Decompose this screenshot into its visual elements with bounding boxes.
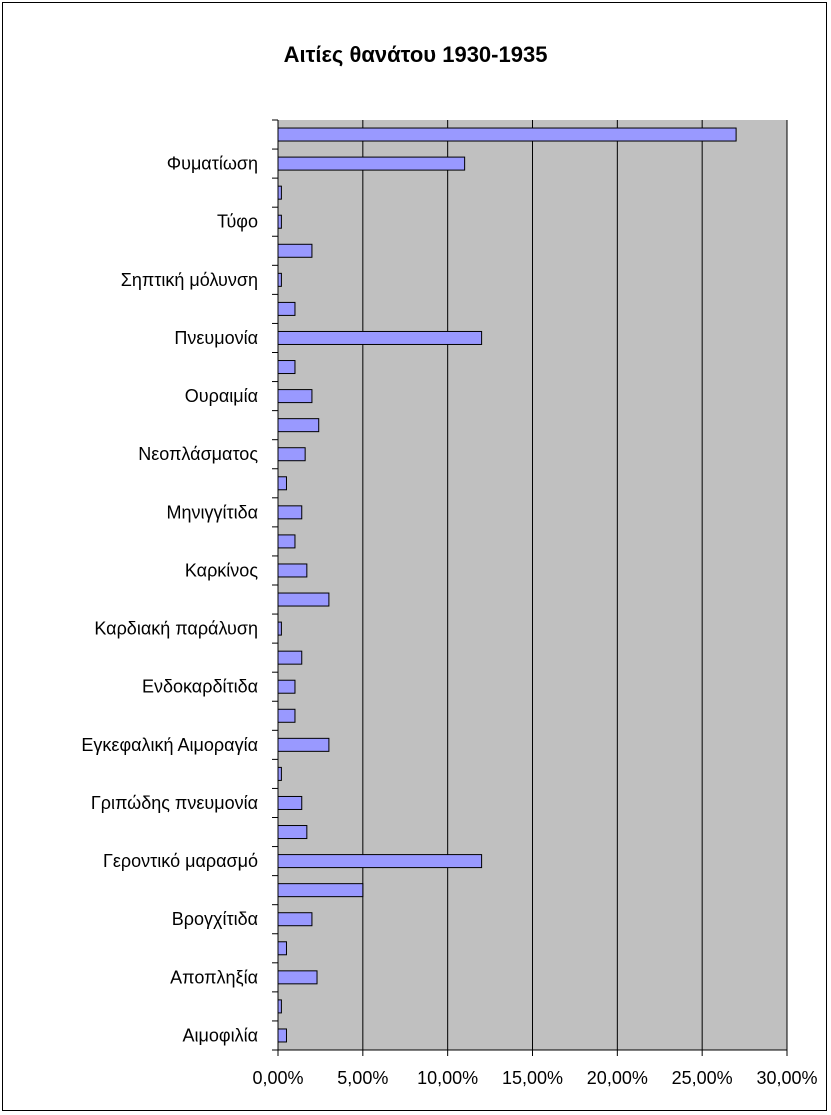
category-label: Γριπώδης πνευμονία: [91, 793, 258, 813]
tick-labels: 0,00% 5,00% 10,00% 15,00% 20,00% 25,00% 30,00%: [252, 1050, 818, 1088]
bars: [277, 127, 737, 1043]
bar: [277, 970, 318, 985]
x-tick-label: 20,00%: [587, 1068, 648, 1088]
bar: [277, 272, 282, 287]
bar: [277, 941, 287, 956]
bar: [277, 883, 364, 898]
x-tick-label: 15,00%: [502, 1068, 563, 1088]
x-tick-label: 10,00%: [417, 1068, 478, 1088]
category-labels: Φυματίωση Τύφο Σηπτική μόλυνση Πνευμονία Ουρ…: [81, 154, 258, 1046]
category-label: Εγκεφαλική Αιμοραγία: [81, 735, 258, 755]
category-label: Αιμοφιλία: [183, 1025, 258, 1045]
bar: [277, 679, 296, 694]
bar: [277, 999, 282, 1014]
bar: [277, 156, 466, 171]
x-tick-label: 30,00%: [756, 1068, 817, 1088]
category-label: Ουραιμία: [185, 386, 258, 406]
bar: [277, 389, 313, 404]
bar: [277, 360, 296, 375]
category-label: Τύφο: [217, 212, 258, 232]
category-label: Φυματίωση: [167, 154, 258, 174]
bar: [277, 185, 282, 200]
bar: [277, 243, 313, 258]
bar: [277, 127, 737, 142]
chart-title: Αιτίες θανάτου 1930-1935: [283, 42, 548, 67]
category-label: Πνευμονία: [174, 328, 258, 348]
category-label: Αποπληξία: [170, 967, 258, 987]
x-tick-label: 0,00%: [252, 1068, 303, 1088]
bar: [277, 418, 320, 433]
bar: [277, 534, 296, 549]
bar: [277, 708, 296, 723]
category-label: Μηνιγγίτιδα: [166, 502, 258, 522]
category-label: Βρογχίτιδα: [172, 909, 258, 929]
bar: [277, 476, 287, 491]
bar: [277, 447, 306, 462]
category-label: Νεοπλάσματος: [138, 444, 258, 464]
bar: [277, 621, 282, 636]
bar: [277, 563, 308, 578]
x-tick-label: 25,00%: [672, 1068, 733, 1088]
bar: [277, 737, 330, 752]
category-label: Γεροντικό μαρασμό: [103, 851, 258, 871]
bar: [277, 795, 303, 810]
bar: [277, 505, 303, 520]
category-label: Σηπτική μόλυνση: [121, 270, 258, 290]
x-tick-label: 5,00%: [337, 1068, 388, 1088]
bar: [277, 592, 330, 607]
bar: [277, 825, 308, 840]
category-label: Ενδοκαρδίτιδα: [142, 677, 258, 697]
bar: [277, 214, 282, 229]
bar: [277, 650, 303, 665]
bar: [277, 301, 296, 316]
bar: [277, 766, 282, 781]
bar: [277, 854, 483, 869]
bar: [277, 330, 483, 345]
bar: [277, 1028, 287, 1043]
bar: [277, 912, 313, 927]
category-label: Καρκίνος: [185, 560, 258, 580]
category-label: Καρδιακή παράλυση: [94, 619, 258, 639]
